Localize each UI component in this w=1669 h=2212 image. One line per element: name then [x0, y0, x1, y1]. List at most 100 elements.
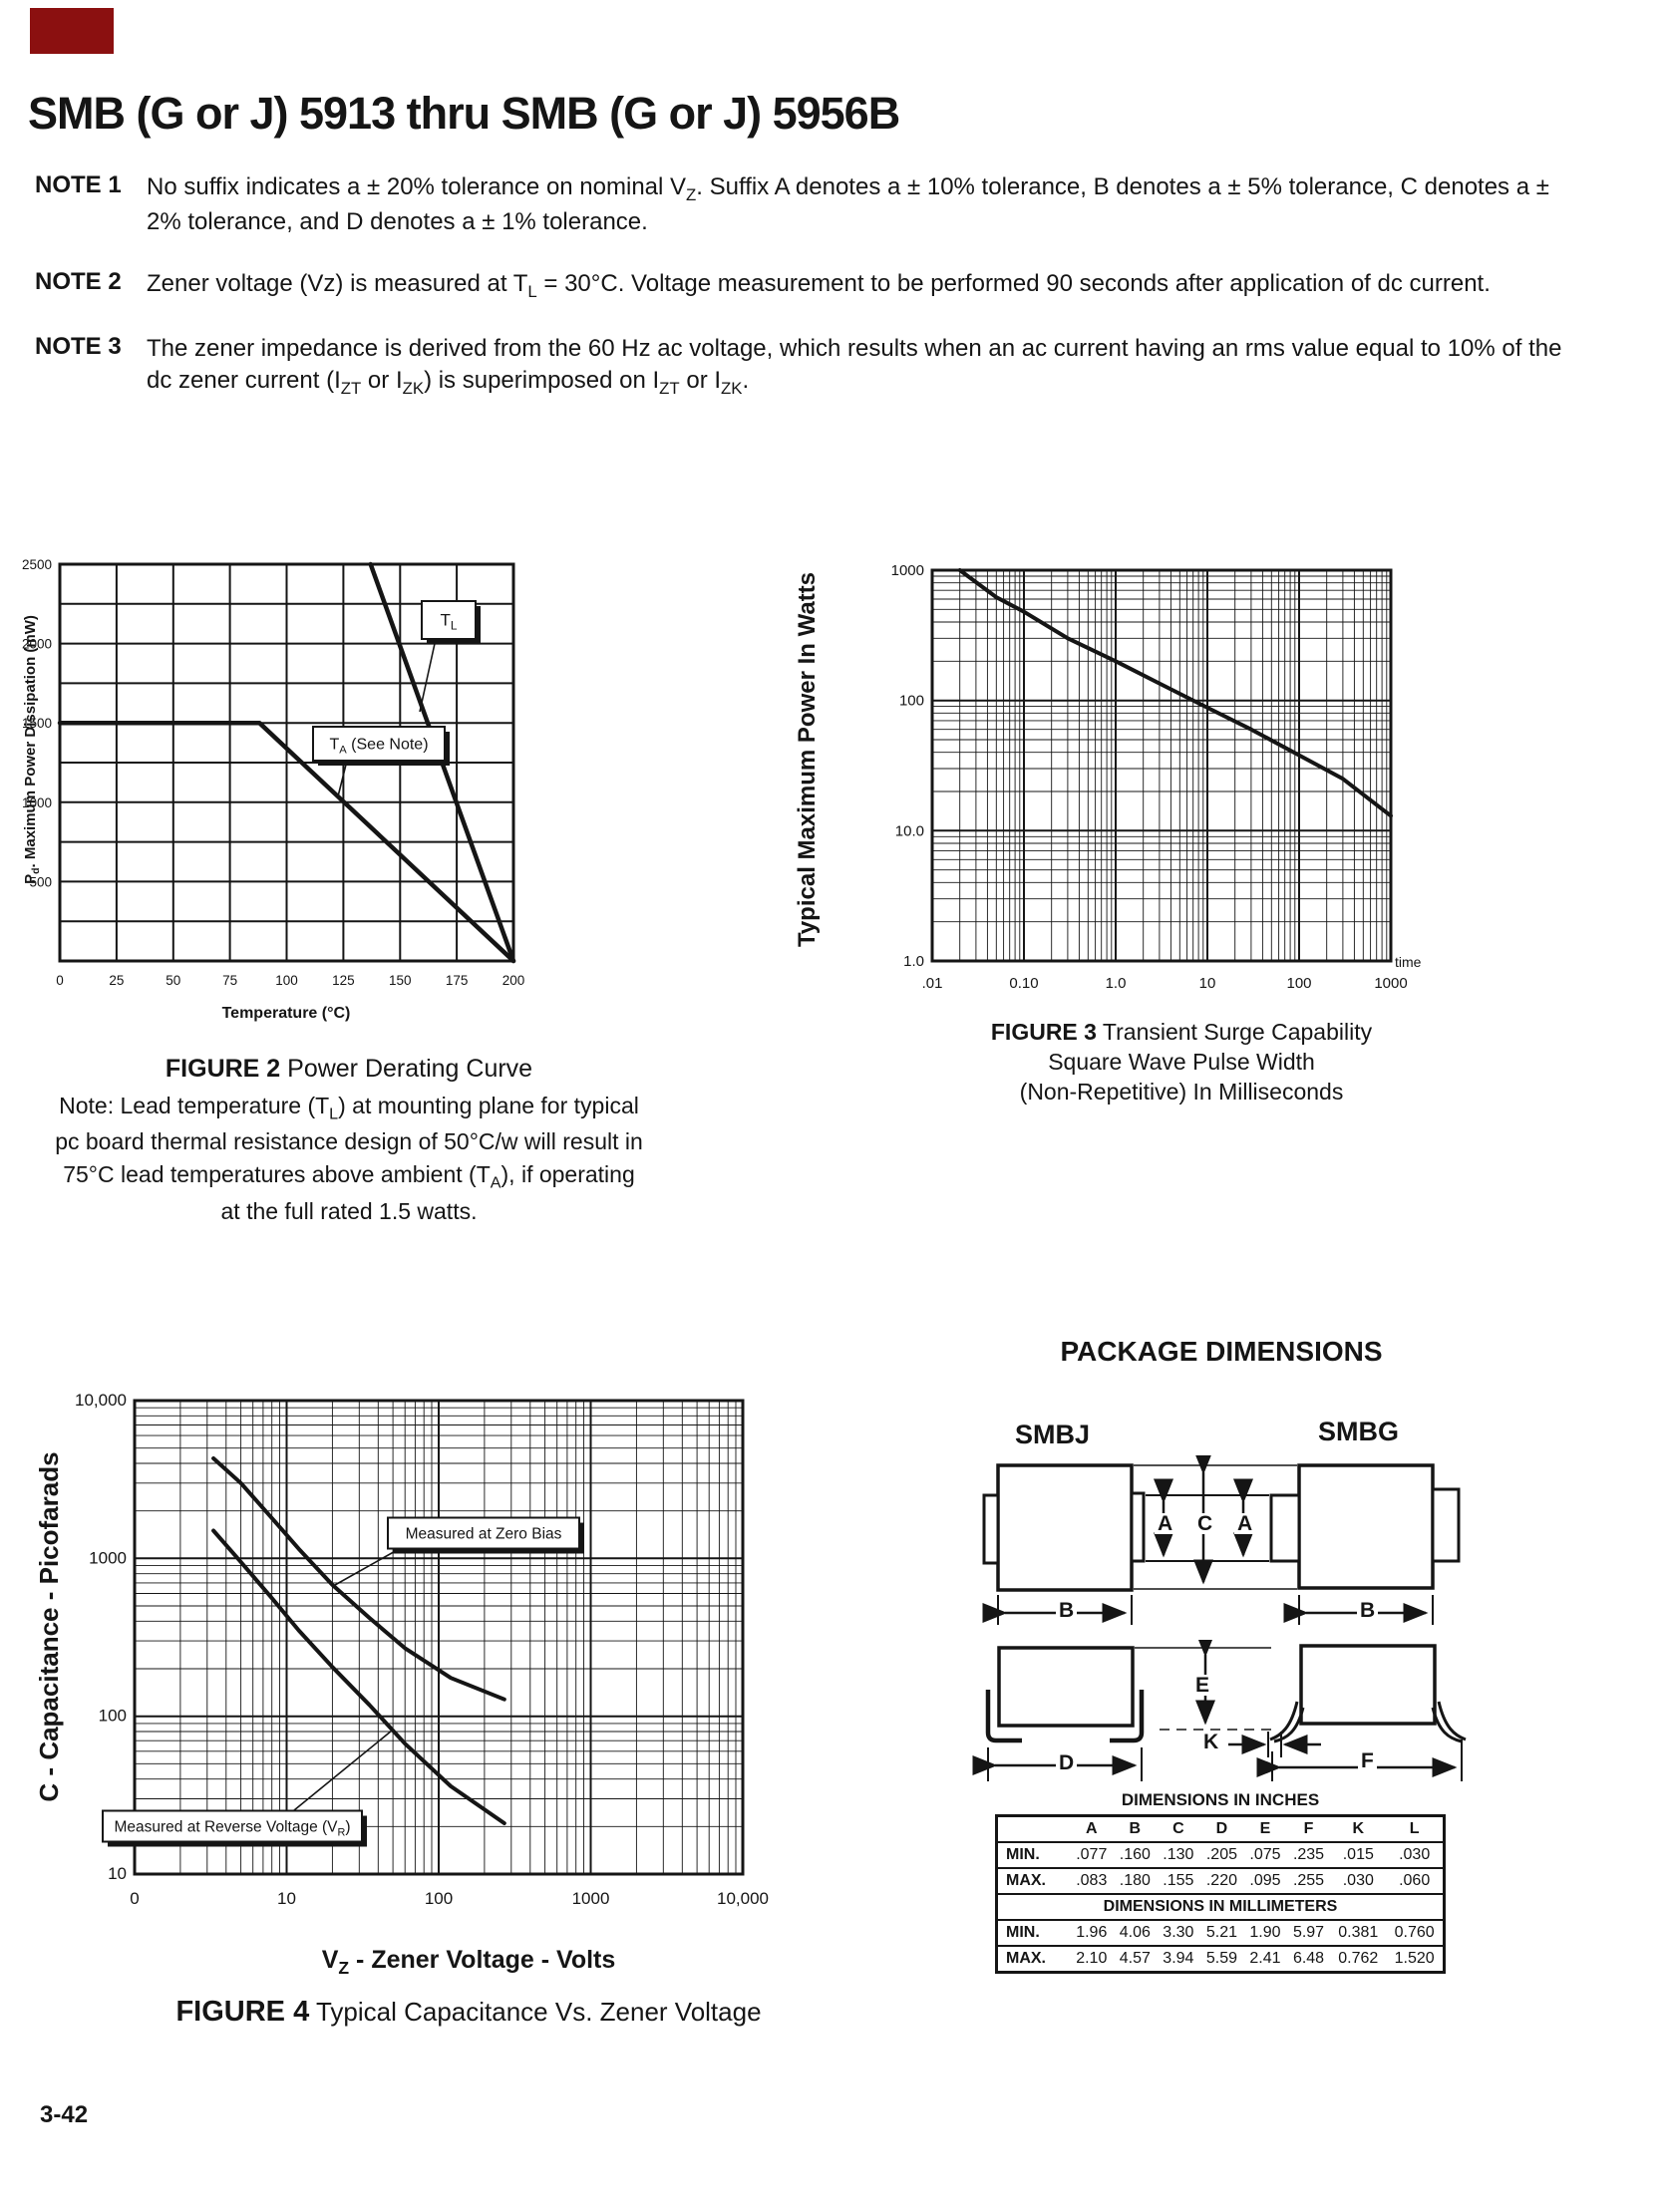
table-cell: .095: [1243, 1867, 1287, 1894]
table-cell: D: [1215, 1820, 1228, 1837]
table-row-mm-max: MAX. 2.10 4.57 3.94 5.59 2.41 6.48 0.762 1.520: [996, 1945, 1445, 1973]
svg-text:time: time: [1395, 954, 1422, 970]
note-row-3: NOTE 3 The zener impedance is derived fr…: [35, 333, 1590, 400]
table-row-mm-min: MIN. 1.96 4.06 3.30 5.21 1.90 5.97 0.381 0.760: [996, 1919, 1445, 1946]
table-cell: .060: [1386, 1867, 1445, 1894]
note-text: Zener voltage (Vz) is measured at TL = 3…: [147, 270, 1491, 301]
figure3-caption-line3: (Non-Repetitive) In Milliseconds: [1019, 1079, 1344, 1105]
dim-label-k: K: [1200, 1732, 1222, 1752]
table-cell: .083: [1070, 1867, 1114, 1894]
table-cell: 1.90: [1243, 1919, 1287, 1946]
table-cell: 5.59: [1199, 1945, 1244, 1973]
table-cell: 0.760: [1386, 1919, 1445, 1946]
table-cell: .160: [1113, 1841, 1158, 1868]
svg-text:150: 150: [389, 973, 412, 988]
svg-text:TL: TL: [440, 611, 457, 633]
table-cell: .220: [1199, 1867, 1244, 1894]
svg-text:Measured at Reverse Voltage (V: Measured at Reverse Voltage (VR): [114, 1819, 350, 1839]
page-number: 3-42: [40, 2101, 89, 2128]
table-cell: MIN.: [996, 1919, 1070, 1946]
dim-label-c: C: [1194, 1513, 1216, 1534]
table-cell: .030: [1330, 1867, 1387, 1894]
note-label: NOTE 2: [35, 268, 122, 296]
table-cell: L: [1409, 1820, 1420, 1837]
svg-text:Measured at Zero Bias: Measured at Zero Bias: [406, 1526, 562, 1543]
svg-text:1000: 1000: [1374, 975, 1407, 992]
svg-text:100: 100: [1286, 975, 1311, 992]
table-cell: B: [1129, 1820, 1142, 1837]
figure2-note: Note: Lead temperature (TL) at mounting …: [55, 1093, 643, 1224]
package-variant-smbj: SMBJ: [1015, 1420, 1091, 1449]
table-cell: 0.381: [1330, 1919, 1387, 1946]
table-cell: 5.97: [1286, 1919, 1331, 1946]
svg-text:1000: 1000: [22, 795, 52, 810]
svg-text:2500: 2500: [22, 557, 52, 572]
table-cell: 1.520: [1386, 1945, 1445, 1973]
figure2-chart: 0 25 50 75 100 125 150 175 200 500 1000 1500 2000 250…: [22, 557, 525, 988]
svg-text:125: 125: [332, 973, 355, 988]
page-title: SMB (G or J) 5913 thru SMB (G or J) 5956…: [28, 88, 900, 139]
svg-text:50: 50: [166, 973, 180, 988]
figure3-caption-line2: Square Wave Pulse Width: [1048, 1049, 1315, 1075]
dim-label-f: F: [1358, 1750, 1377, 1771]
table-cell: 3.30: [1157, 1919, 1200, 1946]
table-cell: MAX.: [996, 1867, 1070, 1894]
notes-section: NOTE 1 No suffix indicates a ± 20% toler…: [35, 171, 1590, 400]
svg-text:1500: 1500: [22, 716, 52, 731]
dim-label-a2: A: [1234, 1513, 1256, 1534]
note-text: The zener impedance is derived from the …: [147, 335, 1562, 398]
svg-text:75: 75: [222, 973, 237, 988]
table-cell: MAX.: [996, 1945, 1070, 1973]
note-row-2: NOTE 2 Zener voltage (Vz) is measured at…: [35, 268, 1590, 303]
svg-text:1.0: 1.0: [1106, 975, 1127, 992]
table-cell: A: [1085, 1820, 1098, 1837]
svg-text:0: 0: [130, 1889, 139, 1908]
red-corner-mark: [30, 8, 114, 54]
svg-text:10,000: 10,000: [75, 1391, 127, 1410]
table-cell: MIN.: [996, 1841, 1070, 1868]
svg-text:100: 100: [99, 1707, 127, 1726]
table-cell: 5.21: [1199, 1919, 1244, 1946]
note-label: NOTE 3: [35, 333, 122, 361]
package-variant-smbg: SMBG: [1318, 1417, 1399, 1446]
figure2-caption: FIGURE 2 Power Derating Curve Note: Lead…: [55, 1055, 643, 1227]
table-cell: .255: [1286, 1867, 1331, 1894]
table-row-inches-min: MIN. .077.160.130.205.075.235.015.030: [996, 1841, 1445, 1868]
table-cell: F: [1303, 1820, 1314, 1837]
package-dimensions-heading: PACKAGE DIMENSIONS: [1060, 1336, 1383, 1367]
table-cell: .015: [1330, 1841, 1387, 1868]
figure2-x-axis-label: Temperature (°C): [221, 1005, 351, 1022]
figure2-caption-line: FIGURE 2 Power Derating Curve: [165, 1055, 533, 1083]
table-cell: .030: [1386, 1841, 1445, 1868]
table-cell: E: [1259, 1820, 1271, 1837]
figure3-chart: .01 0.10 1.0 10 100 1000 1000 100 10.0 1.0 time: [891, 562, 1422, 992]
figure3-caption-line1: FIGURE 3 Transient Surge Capability: [990, 1019, 1373, 1045]
svg-text:100: 100: [275, 973, 298, 988]
svg-text:.01: .01: [922, 975, 943, 992]
svg-text:10.0: 10.0: [895, 822, 924, 839]
table-cell: 3.94: [1157, 1945, 1200, 1973]
table-cell: 6.48: [1286, 1945, 1331, 1973]
table-cell: 2.10: [1070, 1945, 1114, 1973]
dim-label-a1: A: [1155, 1513, 1176, 1534]
table-cell: .180: [1113, 1867, 1158, 1894]
svg-text:100: 100: [899, 693, 924, 710]
table-cell: .077: [1070, 1841, 1114, 1868]
svg-text:200: 200: [502, 973, 525, 988]
svg-text:10: 10: [108, 1864, 127, 1883]
package-top-view: [982, 1455, 1461, 1625]
table-cell: DIMENSIONS IN MILLIMETERS: [996, 1893, 1445, 1920]
table-cell: 4.06: [1113, 1919, 1158, 1946]
dimensions-inches-title: DIMENSIONS IN INCHES: [1121, 1790, 1320, 1809]
table-cell: 4.57: [1113, 1945, 1158, 1973]
svg-text:TA (See Note): TA (See Note): [329, 737, 428, 757]
svg-text:1000: 1000: [89, 1548, 127, 1567]
svg-text:10,000: 10,000: [717, 1889, 769, 1908]
svg-text:175: 175: [446, 973, 469, 988]
table-row-inches-max: MAX. .083.180.155.220.095.255.030.060: [996, 1867, 1445, 1894]
svg-text:10: 10: [277, 1889, 296, 1908]
table-cell: K: [1352, 1820, 1365, 1837]
svg-text:0: 0: [56, 973, 64, 988]
figure3-caption: FIGURE 3 Transient Surge Capability Squa…: [882, 1017, 1481, 1106]
